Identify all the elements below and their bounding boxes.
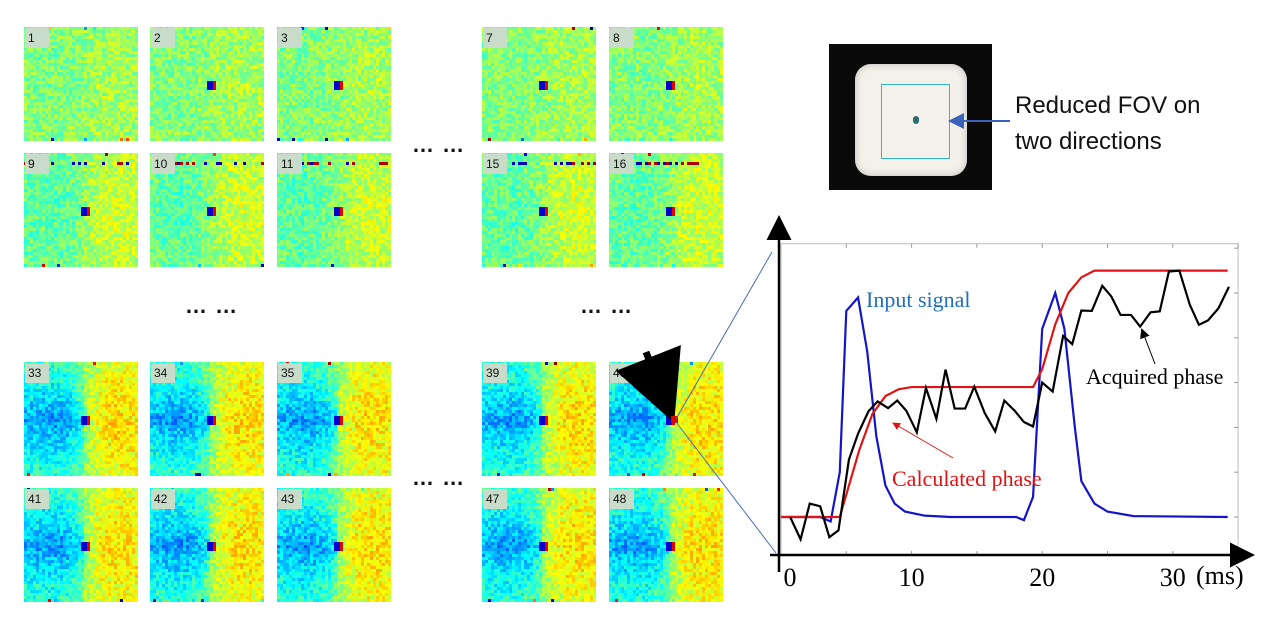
calculated-label-arrow bbox=[892, 422, 954, 459]
tile-frame-number: 34 bbox=[151, 363, 175, 383]
tile-frame-number: 2 bbox=[151, 28, 175, 48]
phase-map-tile: 42 bbox=[150, 488, 264, 602]
tile-frame-number: 11 bbox=[278, 154, 302, 174]
tile-frame-number: 7 bbox=[483, 28, 507, 48]
tile-frame-number: 8 bbox=[610, 28, 634, 48]
phase-map-tile: 41 bbox=[24, 488, 138, 602]
tile-frame-number: 33 bbox=[25, 363, 49, 383]
acquired-phase-label: Acquired phase bbox=[1086, 364, 1223, 389]
phase-map-tile: 11 bbox=[277, 153, 391, 267]
fov-annotation: Reduced FOV on two directions bbox=[1015, 88, 1200, 160]
series-acquired-phase bbox=[789, 269, 1230, 543]
x-axis-unit: (ms) bbox=[1196, 561, 1244, 590]
tile-frame-number: 43 bbox=[278, 489, 302, 509]
calculated-phase-label: Calculated phase bbox=[892, 466, 1042, 491]
x-tick-label: 20 bbox=[1029, 563, 1055, 592]
tile-frame-number: 9 bbox=[25, 154, 49, 174]
phase-map-tile: 35 bbox=[277, 362, 391, 476]
tile-frame-number: 3 bbox=[278, 28, 302, 48]
x-tick-labels: 0 10 20 30 bbox=[784, 563, 1186, 592]
tile-frame-number: 39 bbox=[483, 363, 507, 383]
ellipsis: … … bbox=[580, 293, 634, 318]
phase-map-tile: 8 bbox=[609, 27, 723, 141]
phase-map-tile: 33 bbox=[24, 362, 138, 476]
x-tick-label: 10 bbox=[899, 563, 925, 592]
pixel-pointer-arrow bbox=[615, 345, 681, 424]
plot-frame bbox=[780, 243, 1239, 556]
phase-map-tile: 7 bbox=[482, 27, 596, 141]
series-group bbox=[781, 269, 1230, 543]
phase-map-tile: 47 bbox=[482, 488, 596, 602]
phase-map-tile: 3 bbox=[277, 27, 391, 141]
sample-photo bbox=[829, 44, 992, 190]
series-input-signal bbox=[781, 289, 1228, 524]
tile-frame-number: 47 bbox=[483, 489, 507, 509]
phase-map-tile: 39 bbox=[482, 362, 596, 476]
ellipsis: … … bbox=[412, 132, 466, 157]
x-tick-label: 0 bbox=[784, 563, 797, 592]
zoom-line-bottom bbox=[675, 421, 777, 554]
zoom-line-top bbox=[675, 251, 773, 420]
phase-map-tile: 43 bbox=[277, 488, 391, 602]
tile-frame-number: 16 bbox=[610, 154, 634, 174]
fov-annotation-line1: Reduced FOV on bbox=[1015, 92, 1201, 119]
plot-box bbox=[780, 243, 1239, 556]
series-calculated-phase bbox=[781, 269, 1228, 519]
fov-annotation-line2: two directions bbox=[1015, 128, 1162, 155]
phase-map-tile: 1 bbox=[24, 27, 138, 141]
phase-map-tile: 2 bbox=[150, 27, 264, 141]
phase-map-tile: 34 bbox=[150, 362, 264, 476]
input-signal-label: Input signal bbox=[866, 287, 971, 312]
tile-frame-number: 15 bbox=[483, 154, 507, 174]
tile-frame-number: 1 bbox=[25, 28, 49, 48]
phase-map-tile: 9 bbox=[24, 153, 138, 267]
phase-map-tile: 48 bbox=[609, 488, 723, 602]
ellipsis: … … bbox=[412, 465, 466, 490]
phase-map-tile: 10 bbox=[150, 153, 264, 267]
tile-frame-number: 10 bbox=[151, 154, 175, 174]
ellipsis: … … bbox=[185, 293, 239, 318]
phase-map-tile: 16 bbox=[609, 153, 723, 267]
tile-frame-number: 35 bbox=[278, 363, 302, 383]
tile-frame-number: 42 bbox=[151, 489, 175, 509]
x-tick-label: 30 bbox=[1160, 563, 1186, 592]
tile-frame-number: 41 bbox=[25, 489, 49, 509]
phase-map-tile: 15 bbox=[482, 153, 596, 267]
selected-pixel bbox=[671, 416, 678, 423]
acquired-label-arrow bbox=[1140, 328, 1156, 365]
tile-frame-number: 48 bbox=[610, 489, 634, 509]
sample-spot bbox=[913, 116, 919, 124]
